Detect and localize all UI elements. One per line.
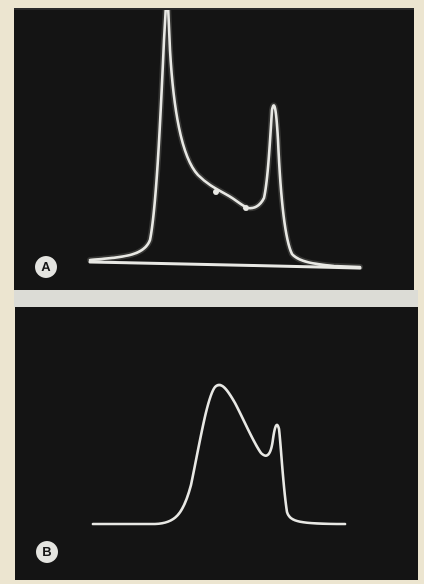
trace-a-curve <box>88 10 362 269</box>
scope-trace-a-svg <box>87 10 363 270</box>
scope-panel-a: A <box>14 8 414 292</box>
scope-trace-b-svg <box>91 383 347 526</box>
scope-panel-b: B <box>15 307 418 580</box>
panel-divider <box>14 290 418 307</box>
trace-a-dot <box>243 205 249 211</box>
trace-b-curve <box>91 383 347 526</box>
trace-a-baseline <box>88 260 362 270</box>
panel-b-label: B <box>36 541 58 563</box>
trace-a-dot <box>213 189 219 195</box>
panel-a-label: A <box>35 256 57 278</box>
trace-a-glow <box>87 10 363 270</box>
